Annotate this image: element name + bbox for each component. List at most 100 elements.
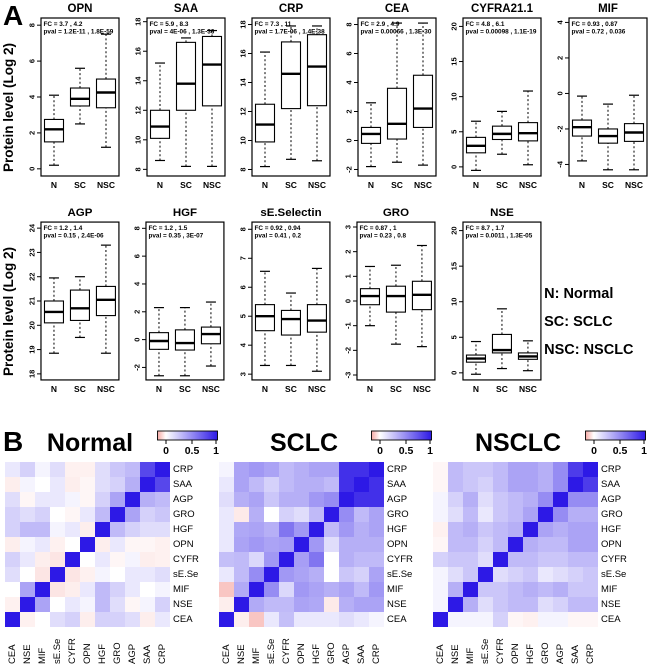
cell-CRP-NSE [234,462,249,477]
cell-HGF-CEA [433,522,448,537]
subplot-title: sE.Selectin [260,207,321,219]
cell-sE.Se-NSE [234,567,249,582]
y-tick-label: 14 [239,78,248,87]
fc-annotation: FC = 0.92 , 0.94 [254,225,300,232]
row-label: HGF [173,524,194,535]
y-tick-label: 8 [344,22,353,26]
x-category-label: NSC [414,180,432,190]
cell-sE.Se-CRP [583,567,598,582]
y-tick-label: 4 [133,281,142,286]
cell-CEA-CYFR [65,612,80,627]
cell-AGP-MIF [463,492,478,507]
cell-sE.Se-HGF [309,567,324,582]
box-SC [175,329,196,351]
cell-GRO-OPN [508,507,523,522]
row-label: CRP [387,464,408,475]
y-tick-label: 7 [238,256,247,260]
cell-HGF-NSE [448,522,463,537]
cell-GRO-HGF [309,507,324,522]
cell-HGF-AGP [125,522,140,537]
cell-CYFR-NSE [20,552,35,567]
plot-frame [251,17,331,177]
cell-AGP-MIF [249,492,264,507]
cell-NSE-MIF [463,597,478,612]
cell-CYFR-MIF [463,552,478,567]
box-NSC [412,74,433,128]
col-label: NSE [450,644,461,664]
cell-sE.Se-AGP [339,567,354,582]
row-label: NSE [173,599,193,610]
cell-HGF-GRO [324,522,339,537]
heatmap-col-labels: CEA NSE MIF sE.Se CYFR OPN HGF GRO AGP SAA CRP [5,627,219,664]
cell-sE.Se-CEA [219,567,234,582]
cell-AGP-CYFR [65,492,80,507]
cell-CRP-GRO [538,462,553,477]
cell-sE.Se-NSE [448,567,463,582]
y-tick-label: 20 [450,22,459,30]
row-label: MIF [173,584,190,595]
cell-CYFR-NSE [448,552,463,567]
colorbar-tick-label: 0 [591,445,597,457]
cell-NSE-MIF [249,597,264,612]
cell-CRP-OPN [508,462,523,477]
subplot-title: CRP [279,3,304,15]
row-label: HGF [387,524,408,535]
cell-AGP-CYFR [279,492,294,507]
cell-CEA-NSE [448,612,463,627]
cell-GRO-CYFR [279,507,294,522]
cell-HGF-MIF [35,522,50,537]
heatmap-title: SCLC [269,428,339,457]
cell-CYFR-OPN [294,552,309,567]
cell-CYFR-CRP [583,552,598,567]
cell-GRO-HGF [95,507,110,522]
plot-frame [567,17,648,177]
y-tick-label: 16 [133,47,142,55]
cell-OPN-sE.Se [264,537,279,552]
cell-OPN-GRO [324,537,339,552]
heatmap-NSCLC: NSCLC 0 0.5 1 CRP SAA AGP GRO HGF OPN CYFR sE.Se MIF… [433,424,647,664]
boxplot-row-1: OPN 0 2 4 6 8 N SC NSC FC = 3.7 , 4.2 pval = 1.2E-… [17,2,650,202]
x-category-label: NSC [203,180,221,190]
pval-annotation: pval = 1.7E-06 , 1.4E-38 [255,29,326,36]
x-category-label: N [367,384,373,394]
cell-HGF-CRP [583,522,598,537]
y-tick-label: 4 [238,342,247,347]
col-label: SAA [142,644,153,664]
cell-GRO-CYFR [493,507,508,522]
box-N [360,126,381,144]
cell-HGF-SAA [568,522,583,537]
row-label: CYFR [387,554,413,565]
y-tick-label: 23 [27,248,36,256]
cell-CYFR-AGP [553,552,568,567]
cell-MIF-AGP [339,582,354,597]
cell-CRP-AGP [339,462,354,477]
cell-sE.Se-AGP [125,567,140,582]
y-tick-label: -2 [133,364,142,371]
cell-NSE-AGP [339,597,354,612]
cell-CRP-NSE [20,462,35,477]
cell-CRP-CYFR [493,462,508,477]
cell-HGF-NSE [234,522,249,537]
cell-HGF-OPN [294,522,309,537]
cell-AGP-SAA [354,492,369,507]
cell-CYFR-SAA [354,552,369,567]
col-label: SAA [356,644,367,664]
row-label: sE.Se [601,569,627,580]
x-category-label: NSC [308,384,326,394]
cell-AGP-sE.Se [50,492,65,507]
cell-AGP-AGP [125,492,140,507]
cell-CEA-MIF [35,612,50,627]
col-label: OPN [82,643,93,664]
cell-SAA-OPN [508,477,523,492]
cell-MIF-AGP [125,582,140,597]
box-NSC [306,304,327,333]
col-label: MIF [251,647,262,664]
row-label: sE.Se [173,569,199,580]
cell-AGP-sE.Se [264,492,279,507]
